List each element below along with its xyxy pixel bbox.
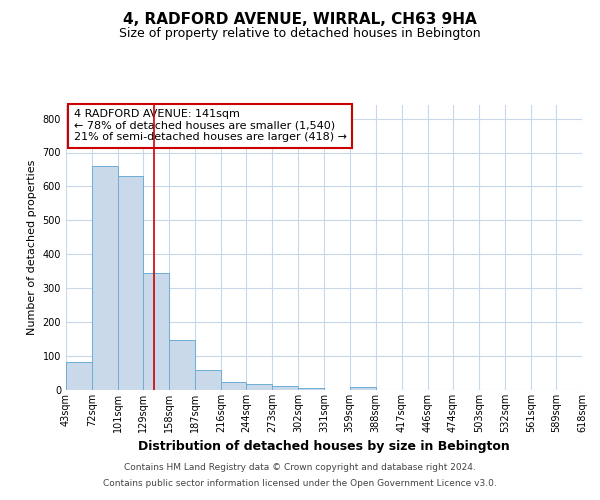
Bar xyxy=(92,166,118,390)
Bar xyxy=(298,388,325,390)
Text: Contains public sector information licensed under the Open Government Licence v3: Contains public sector information licen… xyxy=(103,478,497,488)
Bar xyxy=(272,386,298,390)
Bar xyxy=(221,382,247,390)
Y-axis label: Number of detached properties: Number of detached properties xyxy=(27,160,37,335)
Text: 4, RADFORD AVENUE, WIRRAL, CH63 9HA: 4, RADFORD AVENUE, WIRRAL, CH63 9HA xyxy=(123,12,477,28)
Text: Contains HM Land Registry data © Crown copyright and database right 2024.: Contains HM Land Registry data © Crown c… xyxy=(124,464,476,472)
Text: 4 RADFORD AVENUE: 141sqm
← 78% of detached houses are smaller (1,540)
21% of sem: 4 RADFORD AVENUE: 141sqm ← 78% of detach… xyxy=(74,110,347,142)
Bar xyxy=(195,370,221,390)
Bar xyxy=(66,362,92,390)
Bar xyxy=(169,340,195,390)
Bar xyxy=(143,273,169,390)
X-axis label: Distribution of detached houses by size in Bebington: Distribution of detached houses by size … xyxy=(138,440,510,454)
Bar xyxy=(118,176,143,390)
Bar xyxy=(247,384,272,390)
Text: Size of property relative to detached houses in Bebington: Size of property relative to detached ho… xyxy=(119,28,481,40)
Bar xyxy=(350,388,376,390)
